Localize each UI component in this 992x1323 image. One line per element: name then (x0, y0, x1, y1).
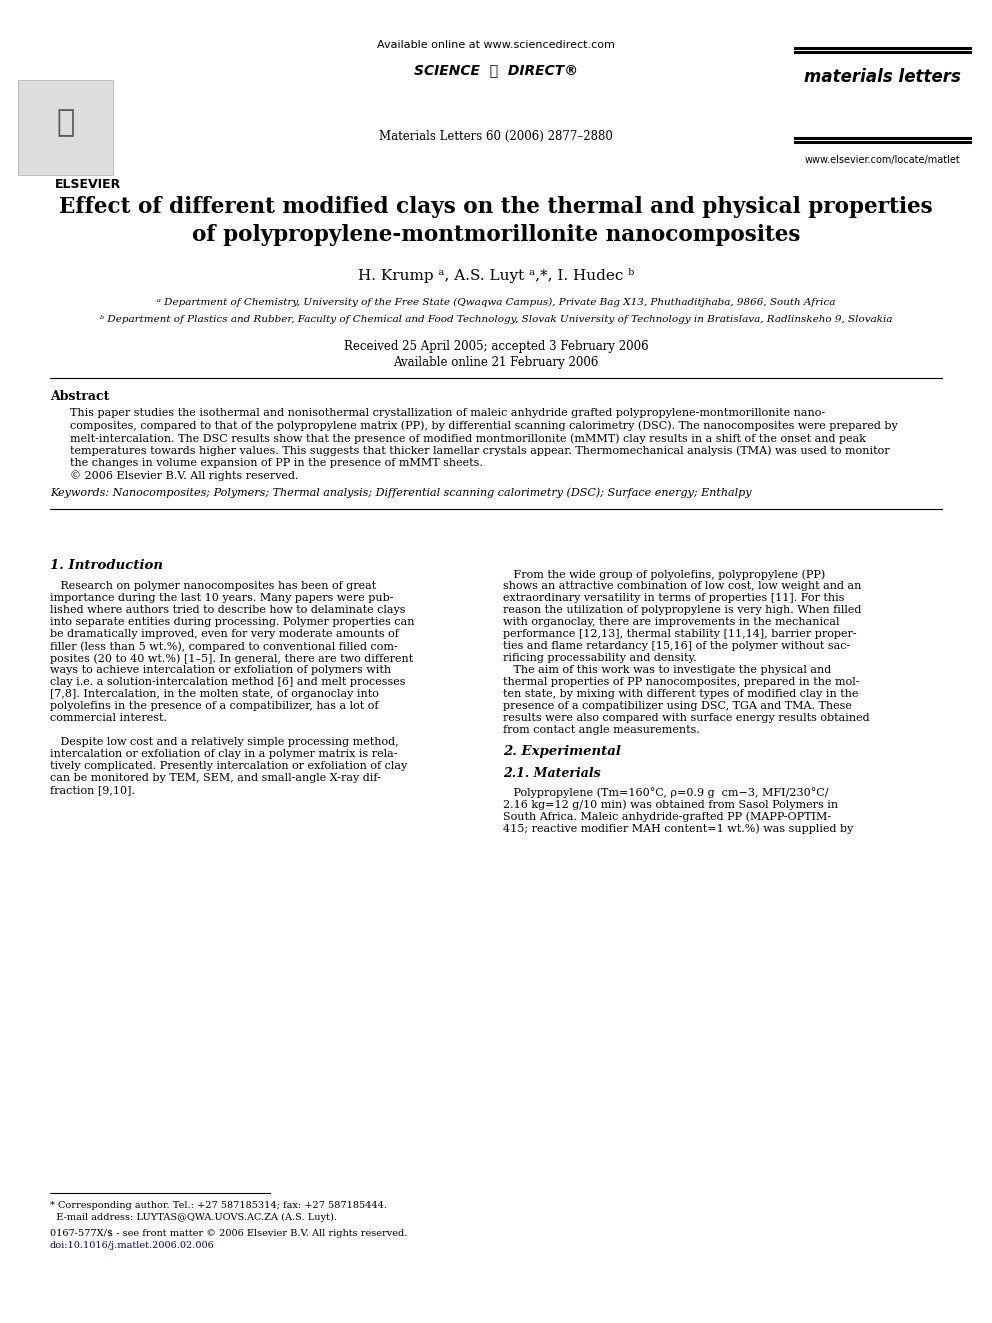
Text: filler (less than 5 wt.%), compared to conventional filled com-: filler (less than 5 wt.%), compared to c… (50, 642, 398, 651)
Text: shows an attractive combination of low cost, low weight and an: shows an attractive combination of low c… (503, 581, 861, 591)
Text: 0167-577X/$ - see front matter © 2006 Elsevier B.V. All rights reserved.: 0167-577X/$ - see front matter © 2006 El… (50, 1229, 408, 1238)
Text: clay i.e. a solution-intercalation method [6] and melt processes: clay i.e. a solution-intercalation metho… (50, 677, 406, 687)
Text: intercalation or exfoliation of clay in a polymer matrix is rela-: intercalation or exfoliation of clay in … (50, 749, 398, 759)
Text: 🌲: 🌲 (57, 108, 74, 138)
Text: tively complicated. Presently intercalation or exfoliation of clay: tively complicated. Presently intercalat… (50, 761, 408, 771)
Text: SCIENCE  ⓐ  DIRECT®: SCIENCE ⓐ DIRECT® (414, 64, 578, 77)
Text: 1. Introduction: 1. Introduction (50, 560, 163, 572)
Text: The aim of this work was to investigate the physical and: The aim of this work was to investigate … (503, 665, 831, 675)
Text: Available online 21 February 2006: Available online 21 February 2006 (393, 356, 599, 369)
Text: the changes in volume expansion of PP in the presence of mMMT sheets.: the changes in volume expansion of PP in… (70, 458, 483, 468)
Text: polyolefins in the presence of a compatibilizer, has a lot of: polyolefins in the presence of a compati… (50, 701, 379, 710)
Text: of polypropylene-montmorillonite nanocomposites: of polypropylene-montmorillonite nanocom… (191, 224, 801, 246)
Text: 2.1. Materials: 2.1. Materials (503, 767, 600, 781)
Text: results were also compared with surface energy results obtained: results were also compared with surface … (503, 713, 870, 722)
Text: reason the utilization of polypropylene is very high. When filled: reason the utilization of polypropylene … (503, 605, 861, 615)
Text: 415; reactive modifier MAH content=1 wt.%) was supplied by: 415; reactive modifier MAH content=1 wt.… (503, 823, 853, 833)
Text: ᵇ Department of Plastics and Rubber, Faculty of Chemical and Food Technology, Sl: ᵇ Department of Plastics and Rubber, Fac… (100, 315, 892, 324)
Text: H. Krump ᵃ, A.S. Luyt ᵃ,*, I. Hudec ᵇ: H. Krump ᵃ, A.S. Luyt ᵃ,*, I. Hudec ᵇ (358, 269, 634, 283)
Text: Despite low cost and a relatively simple processing method,: Despite low cost and a relatively simple… (50, 737, 399, 747)
Bar (18, 79, 113, 175)
Text: with organoclay, there are improvements in the mechanical: with organoclay, there are improvements … (503, 617, 839, 627)
Text: Abstract: Abstract (50, 390, 109, 404)
Text: melt-intercalation. The DSC results show that the presence of modified montmoril: melt-intercalation. The DSC results show… (70, 433, 866, 443)
Text: performance [12,13], thermal stability [11,14], barrier proper-: performance [12,13], thermal stability [… (503, 628, 857, 639)
Text: be dramatically improved, even for very moderate amounts of: be dramatically improved, even for very … (50, 628, 399, 639)
Text: into separate entities during processing. Polymer properties can: into separate entities during processing… (50, 617, 415, 627)
Text: doi:10.1016/j.matlet.2006.02.006: doi:10.1016/j.matlet.2006.02.006 (50, 1241, 214, 1250)
Text: ways to achieve intercalation or exfoliation of polymers with: ways to achieve intercalation or exfolia… (50, 665, 391, 675)
Text: South Africa. Maleic anhydride-grafted PP (MAPP-OPTIM-: South Africa. Maleic anhydride-grafted P… (503, 811, 831, 822)
Text: Materials Letters 60 (2006) 2877–2880: Materials Letters 60 (2006) 2877–2880 (379, 130, 613, 143)
Text: www.elsevier.com/locate/matlet: www.elsevier.com/locate/matlet (805, 155, 960, 165)
Text: E-mail address: LUYTAS@QWA.UOVS.AC.ZA (A.S. Luyt).: E-mail address: LUYTAS@QWA.UOVS.AC.ZA (A… (50, 1213, 337, 1222)
Text: © 2006 Elsevier B.V. All rights reserved.: © 2006 Elsevier B.V. All rights reserved… (70, 471, 299, 482)
Text: commercial interest.: commercial interest. (50, 713, 167, 722)
Text: ten state, by mixing with different types of modified clay in the: ten state, by mixing with different type… (503, 689, 858, 699)
Text: * Corresponding author. Tel.: +27 587185314; fax: +27 587185444.: * Corresponding author. Tel.: +27 587185… (50, 1201, 387, 1211)
Text: from contact angle measurements.: from contact angle measurements. (503, 725, 700, 736)
Text: extraordinary versatility in terms of properties [11]. For this: extraordinary versatility in terms of pr… (503, 593, 844, 603)
Text: rificing processability and density.: rificing processability and density. (503, 654, 696, 663)
Text: Effect of different modified clays on the thermal and physical properties: Effect of different modified clays on th… (60, 196, 932, 218)
Text: Research on polymer nanocomposites has been of great: Research on polymer nanocomposites has b… (50, 581, 376, 591)
Text: can be monitored by TEM, SEM, and small-angle X-ray dif-: can be monitored by TEM, SEM, and small-… (50, 773, 381, 783)
Text: ᵃ Department of Chemistry, University of the Free State (Qwaqwa Campus), Private: ᵃ Department of Chemistry, University of… (157, 298, 835, 307)
Text: posites (20 to 40 wt.%) [1–5]. In general, there are two different: posites (20 to 40 wt.%) [1–5]. In genera… (50, 654, 414, 664)
Text: lished where authors tried to describe how to delaminate clays: lished where authors tried to describe h… (50, 605, 406, 615)
Text: materials letters: materials letters (804, 67, 960, 86)
Text: 2.16 kg=12 g/10 min) was obtained from Sasol Polymers in: 2.16 kg=12 g/10 min) was obtained from S… (503, 799, 838, 810)
Text: importance during the last 10 years. Many papers were pub-: importance during the last 10 years. Man… (50, 593, 394, 603)
Text: presence of a compatibilizer using DSC, TGA and TMA. These: presence of a compatibilizer using DSC, … (503, 701, 852, 710)
Text: Polypropylene (Tm=160°C, ρ=0.9 g  cm−3, MFI/230°C/: Polypropylene (Tm=160°C, ρ=0.9 g cm−3, M… (503, 787, 828, 798)
Text: ties and flame retardancy [15,16] of the polymer without sac-: ties and flame retardancy [15,16] of the… (503, 642, 850, 651)
Text: Keywords: Nanocomposites; Polymers; Thermal analysis; Differential scanning calo: Keywords: Nanocomposites; Polymers; Ther… (50, 487, 752, 497)
Text: [7,8]. Intercalation, in the molten state, of organoclay into: [7,8]. Intercalation, in the molten stat… (50, 689, 379, 699)
Text: ELSEVIER: ELSEVIER (55, 179, 121, 191)
Text: Available online at www.sciencedirect.com: Available online at www.sciencedirect.co… (377, 40, 615, 50)
Text: temperatures towards higher values. This suggests that thicker lamellar crystals: temperatures towards higher values. This… (70, 446, 890, 456)
Text: 2. Experimental: 2. Experimental (503, 745, 621, 758)
Text: fraction [9,10].: fraction [9,10]. (50, 785, 135, 795)
Text: composites, compared to that of the polypropylene matrix (PP), by differential s: composites, compared to that of the poly… (70, 421, 898, 431)
Text: thermal properties of PP nanocomposites, prepared in the mol-: thermal properties of PP nanocomposites,… (503, 677, 859, 687)
Text: Received 25 April 2005; accepted 3 February 2006: Received 25 April 2005; accepted 3 Febru… (343, 340, 649, 353)
Text: This paper studies the isothermal and nonisothermal crystallization of maleic an: This paper studies the isothermal and no… (70, 407, 825, 418)
Text: From the wide group of polyolefins, polypropylene (PP): From the wide group of polyolefins, poly… (503, 569, 825, 579)
